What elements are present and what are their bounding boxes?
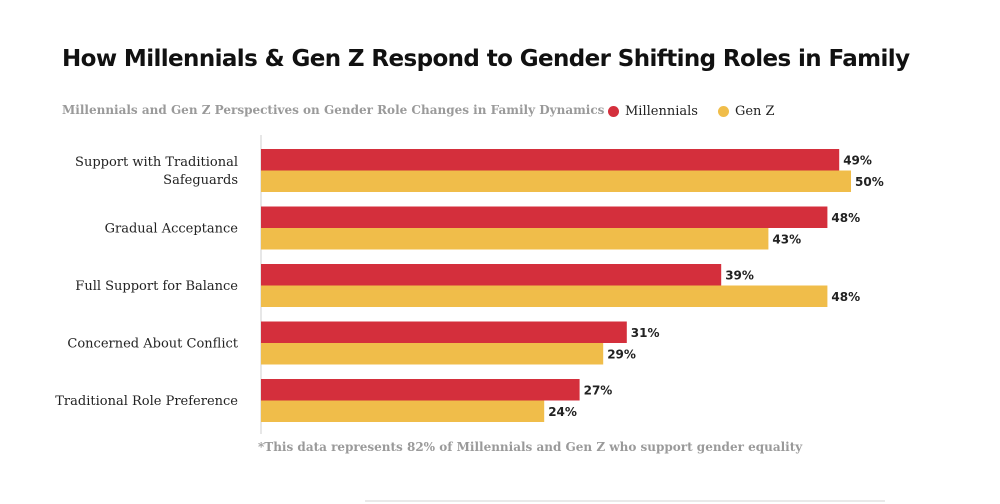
legend-item-millennials: Millennials <box>608 104 698 119</box>
bar-gen-z-2 <box>261 285 828 307</box>
bottom-divider <box>365 500 885 502</box>
category-label-0-line-0: Support with Traditional <box>75 155 238 170</box>
category-label-4: Traditional Role Preference <box>55 394 238 409</box>
value-label-millennials-2: 39% <box>725 268 754 282</box>
value-label-gen-z-1: 43% <box>772 232 801 246</box>
category-label-0-line-1: Safeguards <box>163 173 238 188</box>
chart-title: How Millennials & Gen Z Respond to Gende… <box>62 46 910 72</box>
value-label-gen-z-4: 24% <box>548 405 577 419</box>
chart-footnote: *This data represents 82% of Millennials… <box>258 440 803 454</box>
value-label-millennials-1: 48% <box>831 211 860 225</box>
bar-millennials-2 <box>261 264 722 286</box>
bar-gen-z-4 <box>261 400 545 422</box>
value-label-millennials-0: 49% <box>843 153 872 167</box>
chart-subtitle: Millennials and Gen Z Perspectives on Ge… <box>62 103 605 117</box>
category-label-1: Gradual Acceptance <box>105 222 239 237</box>
category-label-2: Full Support for Balance <box>75 279 238 294</box>
legend-item-genz: Gen Z <box>717 104 775 119</box>
legend: Millennials Gen Z <box>608 104 795 119</box>
value-label-gen-z-0: 50% <box>855 175 884 189</box>
bar-millennials-1 <box>261 206 828 228</box>
bar-millennials-0 <box>261 149 840 171</box>
bar-gen-z-3 <box>261 343 604 365</box>
legend-label-millennials: Millennials <box>625 104 698 119</box>
legend-label-genz: Gen Z <box>734 104 775 119</box>
bar-gen-z-1 <box>261 228 769 250</box>
value-label-millennials-3: 31% <box>631 326 660 340</box>
bar-gen-z-0 <box>261 170 851 192</box>
value-label-gen-z-2: 48% <box>831 290 860 304</box>
value-label-millennials-4: 27% <box>584 383 613 397</box>
bar-millennials-4 <box>261 379 580 401</box>
bar-millennials-3 <box>261 321 627 343</box>
value-label-gen-z-3: 29% <box>607 347 636 361</box>
category-label-3: Concerned About Conflict <box>67 337 238 352</box>
legend-dot-genz <box>717 106 729 117</box>
legend-dot-millennials <box>608 106 619 117</box>
